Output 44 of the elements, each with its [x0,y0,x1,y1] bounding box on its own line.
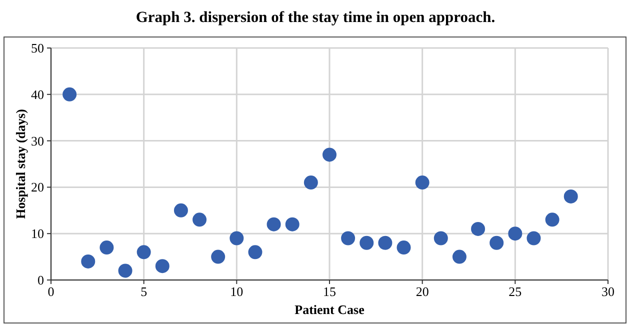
point [360,236,374,250]
point [136,245,151,260]
chart-title: Graph 3. dispersion of the stay time in open approach. [136,9,496,26]
y-axis-title: Hospital stay (days) [13,109,28,219]
point [230,231,244,246]
point [62,87,77,102]
point [471,222,486,236]
y-tick-label: 10 [31,226,44,242]
point [526,231,541,246]
x-tick-label: 5 [140,284,148,299]
point [248,245,262,260]
point [81,254,96,268]
y-tick-label: 40 [31,86,44,102]
point [322,148,336,162]
point [192,212,207,227]
point [508,226,522,241]
x-tick-label: 0 [48,284,54,299]
point [434,231,448,246]
point [490,236,504,250]
x-tick-label: 10 [230,284,244,299]
y-tick-label: 20 [31,180,44,195]
point [545,212,560,227]
point [304,176,318,190]
point [415,176,430,190]
point [341,231,356,246]
point [396,240,411,255]
point [174,203,188,218]
x-tick-label: 25 [508,284,522,299]
point [266,217,281,232]
x-tick-label: 30 [602,284,614,299]
point [118,264,132,278]
point [452,250,466,264]
point [155,259,170,274]
point [285,217,300,232]
x-axis-title: Patient Case [294,302,365,317]
point [100,240,114,255]
x-tick-label: 20 [416,284,429,299]
point [211,250,226,264]
y-tick-label: 50 [31,40,44,56]
y-tick-label: 30 [31,133,44,148]
point [564,189,578,204]
x-tick-label: 15 [323,284,336,299]
point [378,236,392,250]
y-tick-label: 0 [38,272,44,288]
